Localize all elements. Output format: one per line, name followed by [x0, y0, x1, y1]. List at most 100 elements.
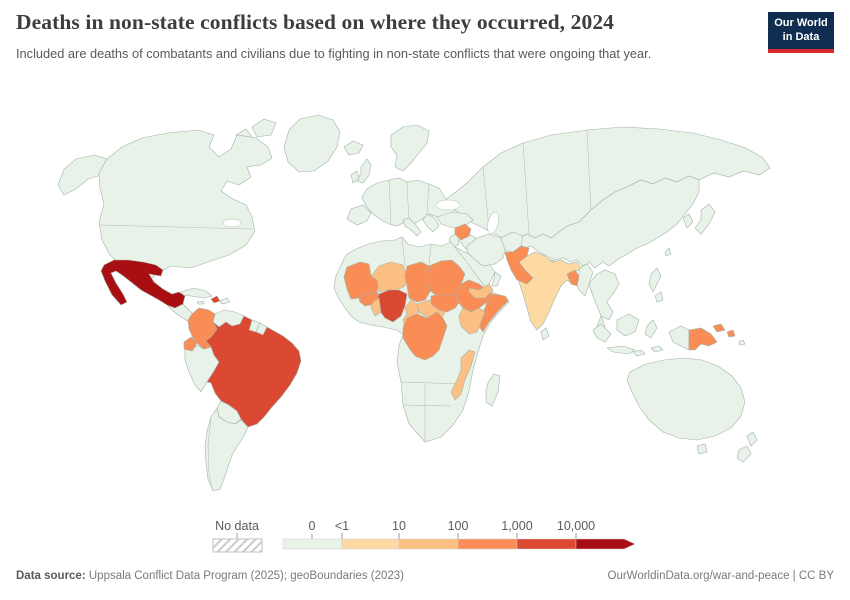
- border-europe-2: [406, 181, 410, 223]
- credit-link[interactable]: OurWorldinData.org/war-and-peace | CC BY: [607, 570, 834, 582]
- country-ecuador[interactable]: [183, 336, 198, 352]
- island-java[interactable]: [606, 345, 636, 355]
- region-indochina[interactable]: [588, 269, 620, 321]
- country-new-zealand-south[interactable]: [736, 445, 752, 463]
- country-yemen[interactable]: [468, 283, 494, 299]
- region-southern-cone[interactable]: [204, 407, 249, 492]
- legend-bin-0[interactable]: [282, 538, 343, 550]
- country-philippines-south[interactable]: [654, 291, 664, 303]
- region-iberia[interactable]: [346, 204, 372, 226]
- data-source-label: Data source:: [16, 570, 86, 582]
- country-turkey[interactable]: [436, 211, 474, 229]
- chart-subtitle: Included are deaths of combatants and ci…: [16, 46, 652, 61]
- map-legend-svg: No data 0 <1 10 100 1,000 10,000: [212, 519, 636, 553]
- border-europe-3: [426, 183, 430, 215]
- country-sri-lanka[interactable]: [540, 327, 550, 341]
- country-papua-new-guinea-islands[interactable]: [712, 323, 726, 333]
- country-china[interactable]: [518, 175, 700, 269]
- country-papua-new-guinea[interactable]: [688, 327, 718, 351]
- island-solomon[interactable]: [738, 339, 746, 346]
- country-syria[interactable]: [454, 223, 472, 241]
- island-sumatra[interactable]: [592, 323, 612, 343]
- legend-tick-label-2: 10: [392, 519, 406, 533]
- island-maluku[interactable]: [650, 345, 664, 353]
- legend-bin-1[interactable]: [341, 538, 400, 550]
- border-asia-1: [482, 166, 490, 231]
- country-mexico[interactable]: [100, 259, 186, 309]
- region-west-new-guinea[interactable]: [668, 325, 690, 351]
- legend-bin-4[interactable]: [516, 538, 577, 550]
- country-ireland[interactable]: [350, 170, 360, 184]
- country-greenland[interactable]: [283, 114, 341, 173]
- country-pakistan[interactable]: [504, 245, 534, 285]
- country-brazil[interactable]: [205, 315, 302, 428]
- map-legend: No data 0 <1 10 100 1,000 10,000: [0, 505, 850, 565]
- no-data-swatch[interactable]: [212, 538, 263, 553]
- country-italy[interactable]: [402, 217, 422, 237]
- border-africa-2: [428, 243, 432, 267]
- country-new-zealand-north[interactable]: [746, 431, 758, 447]
- border-us-canada: [99, 224, 254, 230]
- country-somalia[interactable]: [478, 293, 509, 333]
- island-sulawesi[interactable]: [644, 319, 658, 339]
- page-title: Deaths in non-state conflicts based on w…: [16, 10, 615, 34]
- region-balkans-greece[interactable]: [422, 213, 440, 233]
- country-jamaica[interactable]: [196, 300, 205, 305]
- arctic-islands[interactable]: [251, 118, 277, 138]
- country-cuba[interactable]: [180, 287, 213, 299]
- country-benin[interactable]: [370, 297, 382, 317]
- legend-tick-label-1: <1: [335, 519, 349, 533]
- country-south-sudan[interactable]: [430, 293, 462, 313]
- border-africa-3: [400, 381, 462, 385]
- chart-header: Deaths in non-state conflicts based on w…: [16, 10, 756, 64]
- island-tasmania[interactable]: [696, 443, 708, 455]
- region-scandinavia[interactable]: [390, 124, 430, 172]
- world-map-svg: [57, 114, 771, 492]
- owid-logo-line2: in Data: [782, 30, 820, 43]
- country-iceland[interactable]: [343, 140, 364, 156]
- country-united-kingdom[interactable]: [356, 158, 372, 184]
- country-papua-new-guinea-islands-2[interactable]: [726, 329, 736, 338]
- data-source: Data source: Uppsala Conflict Data Progr…: [16, 570, 404, 582]
- country-philippines[interactable]: [648, 267, 662, 293]
- legend-tick-label-3: 100: [448, 519, 469, 533]
- border-chile-argentina: [207, 418, 213, 490]
- owid-logo-line1: Our World: [774, 17, 828, 29]
- country-bangladesh[interactable]: [566, 269, 580, 287]
- region-north-america[interactable]: [98, 129, 273, 285]
- country-mozambique[interactable]: [450, 349, 476, 401]
- country-democratic-republic-of-congo[interactable]: [402, 311, 448, 361]
- country-india[interactable]: [518, 251, 582, 331]
- country-kenya[interactable]: [458, 307, 486, 335]
- legend-tick-label-0: 0: [309, 519, 316, 533]
- island-borneo[interactable]: [616, 313, 640, 337]
- island-lesser-sunda[interactable]: [632, 349, 646, 357]
- legend-bin-5-arrow[interactable]: [575, 538, 636, 550]
- country-niger[interactable]: [370, 261, 408, 293]
- caspian-sea: [487, 212, 499, 234]
- country-chad[interactable]: [404, 261, 432, 303]
- country-madagascar[interactable]: [485, 373, 501, 407]
- country-australia[interactable]: [626, 357, 746, 441]
- owid-logo[interactable]: Our World in Data: [768, 12, 834, 53]
- country-haiti[interactable]: [210, 295, 221, 304]
- region-korea[interactable]: [682, 213, 694, 229]
- country-taiwan[interactable]: [664, 247, 672, 257]
- legend-tick-label-5: 10,000: [557, 519, 595, 533]
- no-data-label: No data: [215, 519, 259, 533]
- border-africa-1: [401, 236, 406, 267]
- border-asia-2: [522, 142, 530, 235]
- chart-footer: Data source: Uppsala Conflict Data Progr…: [16, 570, 834, 582]
- legend-bin-3[interactable]: [457, 538, 518, 550]
- country-japan[interactable]: [694, 203, 716, 235]
- border-africa-4: [402, 404, 452, 407]
- border-asia-3: [586, 129, 592, 211]
- legend-bin-2[interactable]: [398, 538, 459, 550]
- border-europe-1: [388, 179, 392, 225]
- country-dominican-republic[interactable]: [219, 297, 231, 305]
- legend-tick-label-4: 1,000: [501, 519, 532, 533]
- country-oman[interactable]: [491, 271, 502, 287]
- country-iran[interactable]: [466, 233, 508, 267]
- world-map: [0, 105, 850, 505]
- black-sea: [435, 199, 461, 211]
